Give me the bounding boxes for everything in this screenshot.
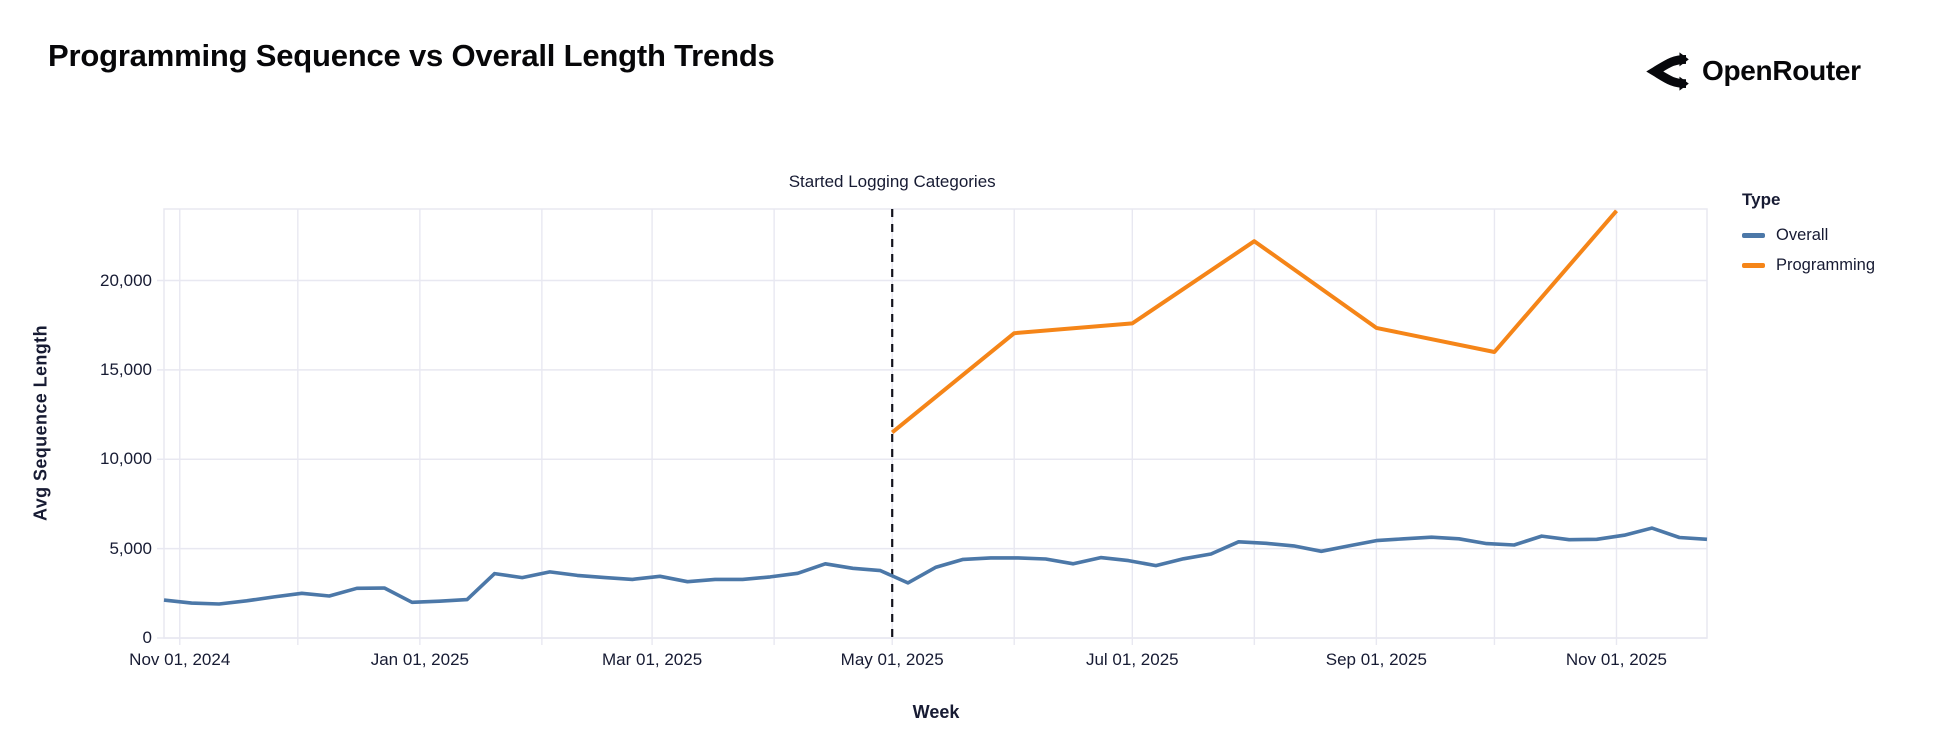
legend-swatch-overall (1742, 233, 1765, 238)
x-tick-label: Jan 01, 2025 (370, 650, 469, 669)
x-axis-title: Week (912, 702, 960, 722)
x-tick-label: Nov 01, 2024 (129, 650, 231, 669)
y-tick-label: 0 (142, 628, 152, 647)
x-tick-label: Mar 01, 2025 (601, 650, 703, 669)
brand: OpenRouter (1642, 48, 1861, 94)
legend-items: Overall Programming (1742, 226, 1932, 275)
x-tick-label: May 01, 2025 (840, 650, 944, 669)
legend-label: Programming (1776, 256, 1876, 274)
legend: Type Overall Programming (1742, 190, 1932, 275)
y-axis-title: Avg Sequence Length (30, 325, 51, 521)
brand-name: OpenRouter (1702, 55, 1861, 86)
x-tick-label: Sep 01, 2025 (1325, 650, 1427, 669)
x-tick-label: Jul 01, 2025 (1085, 650, 1179, 669)
legend-item-overall: Overall (1742, 226, 1932, 245)
y-tick-label: 15,000 (100, 359, 152, 379)
annotation-started-logging: Started Logging Categories (788, 172, 996, 191)
plot-border (163, 208, 1708, 639)
series-line-programming (890, 209, 1619, 434)
y-tick-label: 10,000 (100, 449, 152, 469)
page-title: Programming Sequence vs Overall Length T… (48, 38, 775, 73)
x-tick-label: Nov 01, 2025 (1565, 650, 1668, 669)
y-tick-label: 5,000 (109, 538, 152, 558)
openrouter-logo-icon (1646, 51, 1689, 91)
legend-swatch-programming (1742, 263, 1765, 268)
header: Programming Sequence vs Overall Length T… (0, 0, 1938, 110)
legend-item-programming: Programming (1742, 256, 1932, 275)
legend-label: Overall (1776, 226, 1829, 244)
legend-title: Type (1742, 190, 1781, 209)
y-tick-label: 20,000 (100, 270, 152, 290)
series-line-overall (163, 526, 1708, 606)
